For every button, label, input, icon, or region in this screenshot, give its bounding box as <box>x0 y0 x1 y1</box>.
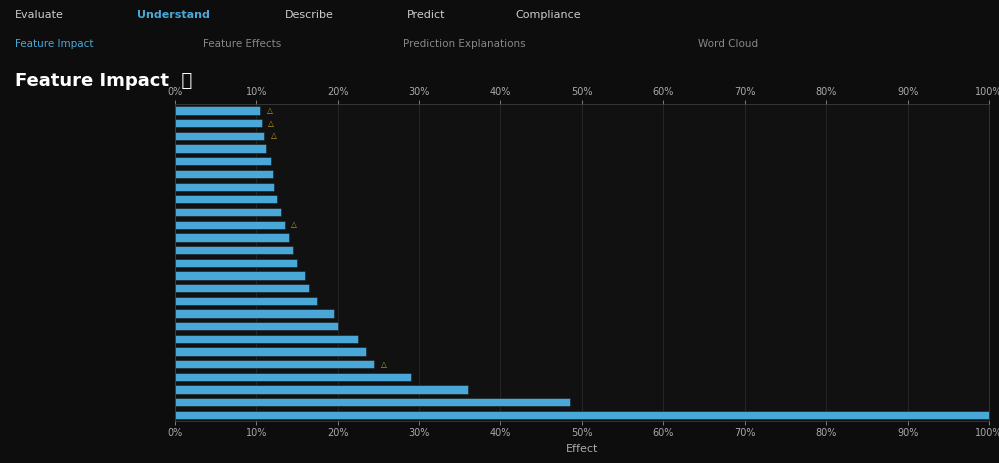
Bar <box>175 271 305 280</box>
Bar <box>175 119 262 127</box>
Bar <box>175 297 318 305</box>
Bar <box>175 170 273 178</box>
Bar <box>175 398 569 407</box>
Bar <box>175 360 375 369</box>
Bar <box>175 322 338 330</box>
Bar <box>175 208 281 216</box>
X-axis label: Effect: Effect <box>565 444 598 454</box>
Text: △: △ <box>271 131 277 140</box>
Bar <box>175 144 266 153</box>
Text: Describe: Describe <box>285 10 334 20</box>
Bar <box>175 411 989 419</box>
Bar <box>175 220 285 229</box>
Text: △: △ <box>267 106 273 115</box>
Bar <box>175 182 274 191</box>
Text: Word Cloud: Word Cloud <box>698 39 758 49</box>
Text: Prediction Explanations: Prediction Explanations <box>403 39 525 49</box>
Text: △: △ <box>269 119 275 128</box>
Bar <box>175 373 411 381</box>
Bar <box>175 106 261 115</box>
Bar <box>175 195 277 203</box>
Text: Feature Effects: Feature Effects <box>203 39 281 49</box>
Bar <box>175 259 297 267</box>
Text: Predict: Predict <box>407 10 446 20</box>
Text: Evaluate: Evaluate <box>15 10 64 20</box>
Bar <box>175 335 358 343</box>
Bar <box>175 284 309 292</box>
Bar <box>175 233 289 242</box>
Bar <box>175 386 468 394</box>
Text: Understand: Understand <box>137 10 210 20</box>
Bar <box>175 246 293 254</box>
Bar <box>175 132 265 140</box>
Text: △: △ <box>292 220 297 229</box>
Bar <box>175 157 271 165</box>
Text: Feature Impact  ⓘ: Feature Impact ⓘ <box>15 72 192 90</box>
Text: Compliance: Compliance <box>515 10 581 20</box>
Text: Feature Impact: Feature Impact <box>15 39 94 49</box>
Bar <box>175 309 334 318</box>
Bar <box>175 347 367 356</box>
Text: △: △ <box>381 360 387 369</box>
